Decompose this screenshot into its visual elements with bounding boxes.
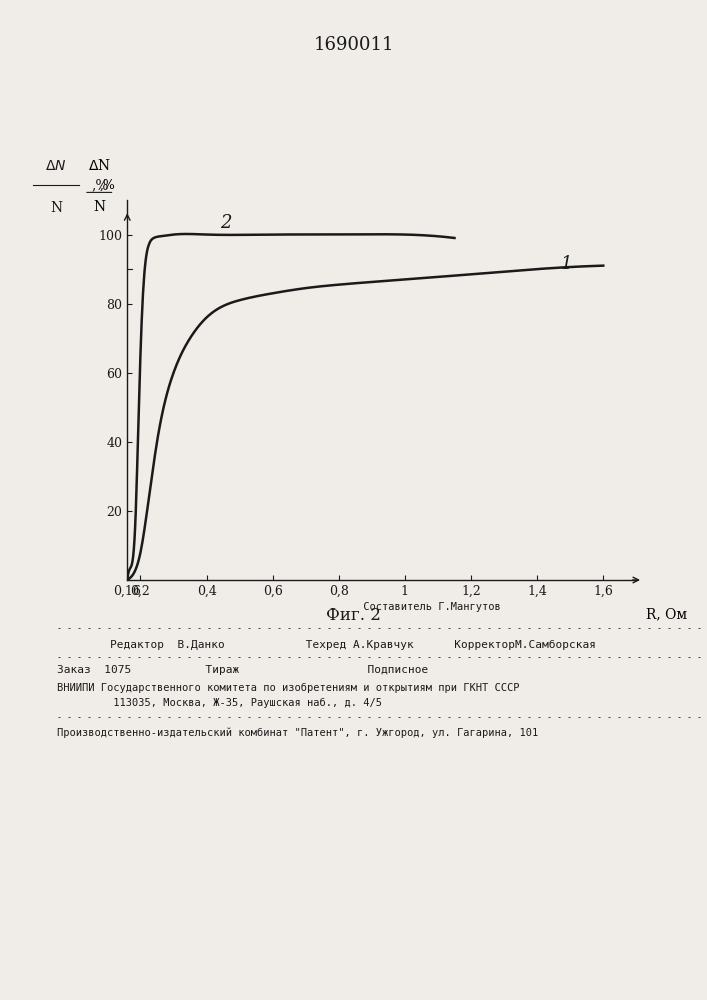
Text: Редактор  В.Данко            Техред А.Кравчук      КорректорМ.Самборская: Редактор В.Данко Техред А.Кравчук Коррек… xyxy=(110,640,597,650)
Text: - - - - - - - - - - - - - - - - - - - - - - - - - - - - - - - - - - - - - - - - : - - - - - - - - - - - - - - - - - - - - … xyxy=(57,653,706,662)
Text: Производственно-издательский комбинат "Патент", г. Ужгород, ул. Гагарина, 101: Производственно-издательский комбинат "П… xyxy=(57,727,538,738)
Text: 113035, Москва, Ж-35, Раушская наб., д. 4/5: 113035, Москва, Ж-35, Раушская наб., д. … xyxy=(57,697,382,708)
Text: 1: 1 xyxy=(560,255,572,273)
Text: 2: 2 xyxy=(220,214,231,232)
Text: 1690011: 1690011 xyxy=(313,36,394,54)
Text: ,%: ,% xyxy=(99,179,115,192)
Text: R, Ом: R, Ом xyxy=(646,607,688,621)
Text: Составитель Г.Мангутов: Составитель Г.Мангутов xyxy=(206,602,501,612)
Text: $\Delta N$: $\Delta N$ xyxy=(45,159,66,173)
Text: N: N xyxy=(50,201,62,215)
Text: - - - - - - - - - - - - - - - - - - - - - - - - - - - - - - - - - - - - - - - - : - - - - - - - - - - - - - - - - - - - - … xyxy=(57,624,706,633)
Text: Заказ  1075           Тираж                   Подписное: Заказ 1075 Тираж Подписное xyxy=(57,665,428,675)
Text: $\Delta$N: $\Delta$N xyxy=(88,158,111,173)
Text: ВНИИПИ Государственного комитета по изобретениям и открытиям при ГКНТ СССР: ВНИИПИ Государственного комитета по изоб… xyxy=(57,682,519,693)
Text: Фиг. 2: Фиг. 2 xyxy=(326,606,381,624)
Text: - - - - - - - - - - - - - - - - - - - - - - - - - - - - - - - - - - - - - - - - : - - - - - - - - - - - - - - - - - - - - … xyxy=(57,713,706,722)
Text: ,%: ,% xyxy=(92,178,109,192)
Text: N: N xyxy=(93,200,105,214)
